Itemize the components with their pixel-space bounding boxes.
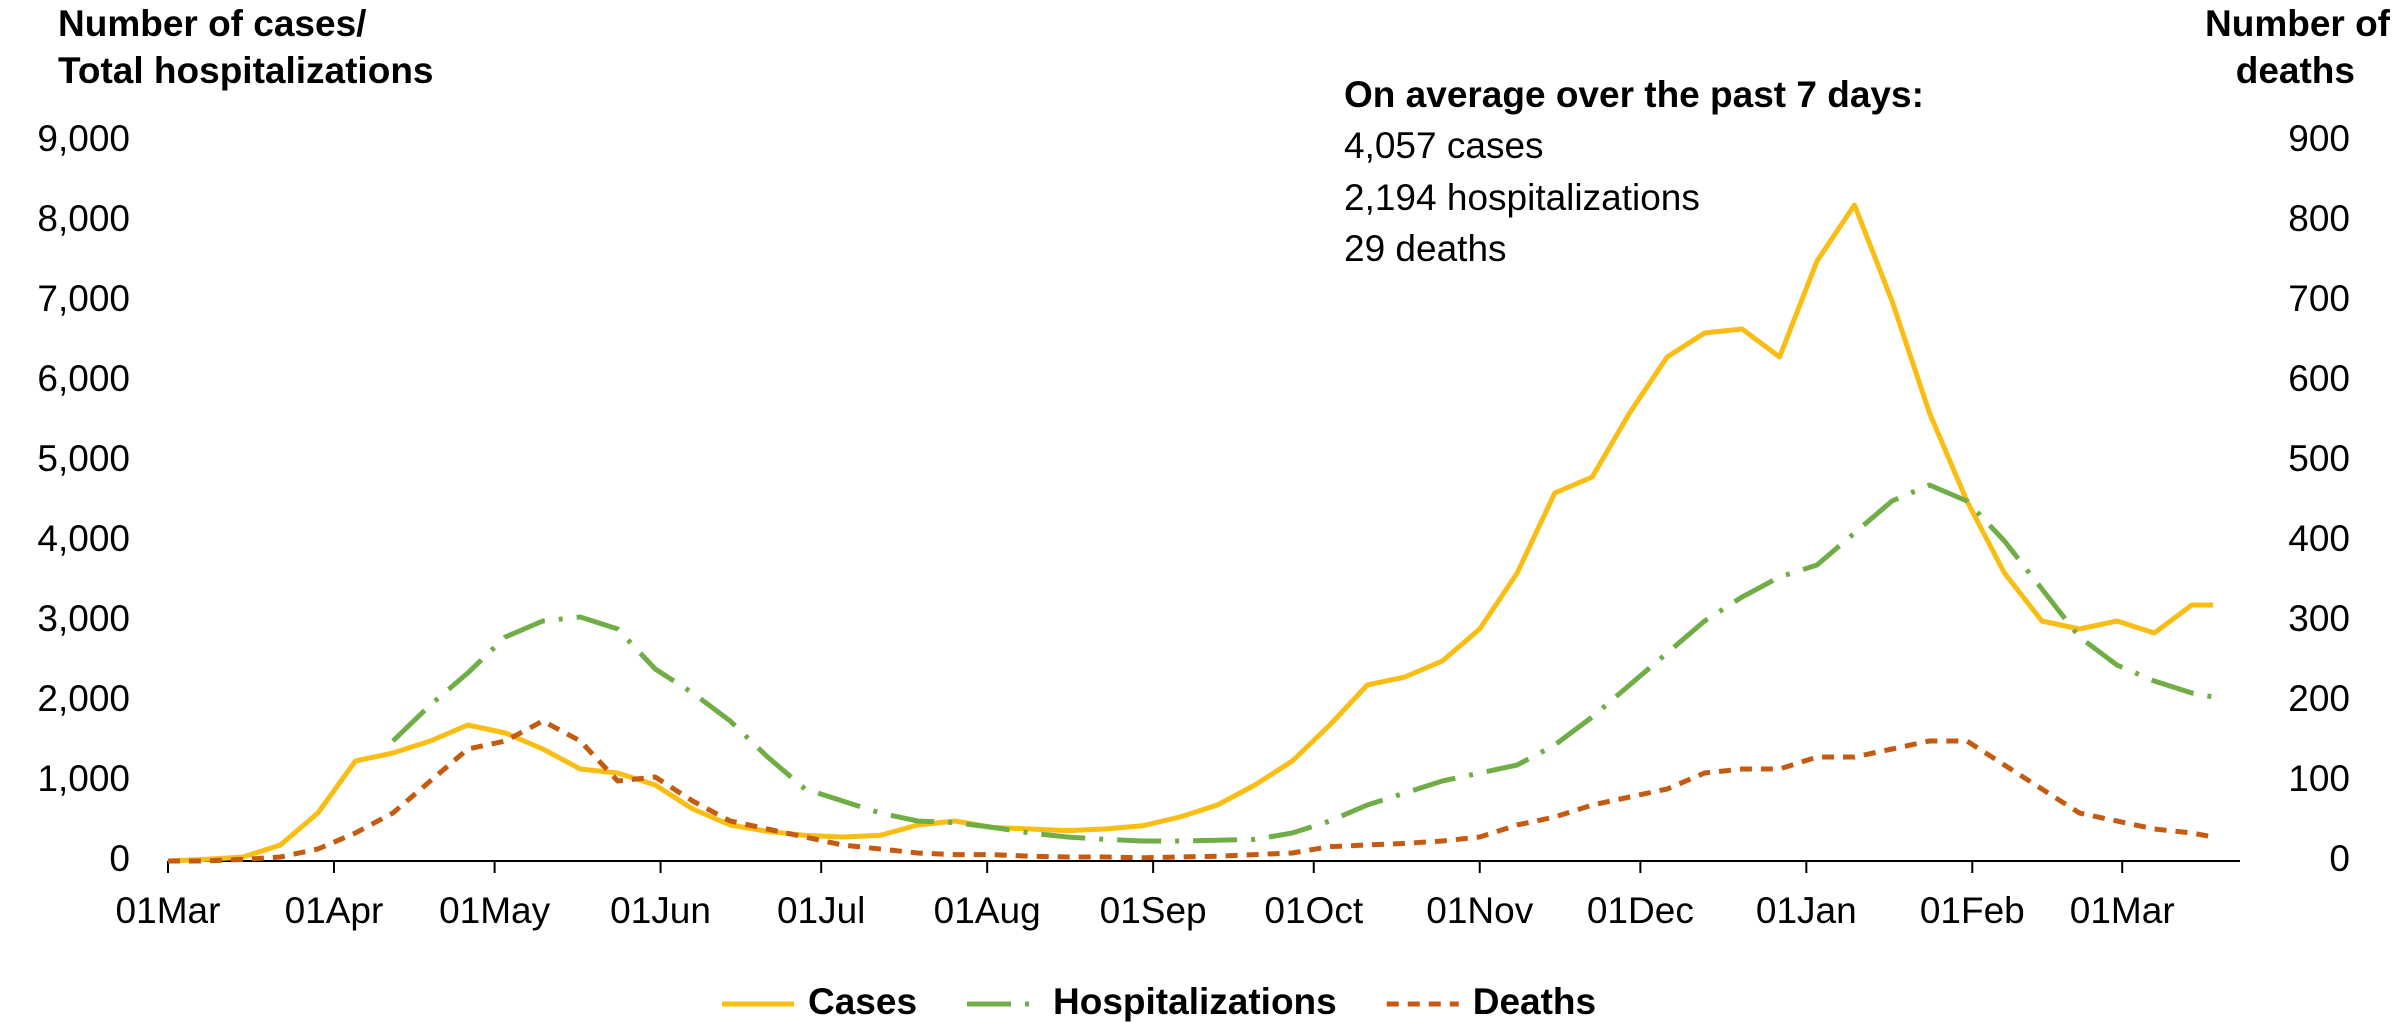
legend-label: Cases <box>808 981 917 1022</box>
y2-tick-label: 600 <box>2288 358 2350 399</box>
y-tick-label: 8,000 <box>37 198 130 239</box>
y-tick-label: 1,000 <box>37 758 130 799</box>
y2-tick-label: 0 <box>2329 838 2350 879</box>
y2-tick-label: 200 <box>2288 678 2350 719</box>
x-tick-label: 01Jul <box>777 890 865 931</box>
y2-tick-label: 900 <box>2288 118 2350 159</box>
y-tick-label: 0 <box>109 838 130 879</box>
x-tick-label: 01Oct <box>1264 890 1363 931</box>
x-tick-label: 01Apr <box>285 890 384 931</box>
y2-tick-label: 400 <box>2288 518 2350 559</box>
y-tick-label: 6,000 <box>37 358 130 399</box>
y2-tick-label: 800 <box>2288 198 2350 239</box>
y2-tick-label: 500 <box>2288 438 2350 479</box>
x-tick-label: 01Mar <box>2070 890 2175 931</box>
annotation: On average over the past 7 days: <box>1344 74 1924 115</box>
y-tick-label: 3,000 <box>37 598 130 639</box>
series-line <box>167 202 2214 864</box>
x-tick-label: 01Sep <box>1100 890 1207 931</box>
series-line <box>168 718 2214 864</box>
y2-tick-label: 700 <box>2288 278 2350 319</box>
x-tick-label: 01May <box>439 890 551 931</box>
y2-axis-title: deaths <box>2236 50 2355 91</box>
legend-label: Deaths <box>1473 981 1596 1022</box>
y2-tick-label: 300 <box>2288 598 2350 639</box>
x-tick-label: 01Mar <box>116 890 221 931</box>
x-tick-label: 01Feb <box>1920 890 2025 931</box>
x-tick-label: 01Dec <box>1587 890 1694 931</box>
x-tick-label: 01Jan <box>1756 890 1857 931</box>
annotation: 29 deaths <box>1344 228 1507 269</box>
x-tick-label: 01Jun <box>610 890 711 931</box>
x-tick-label: 01Nov <box>1426 890 1533 931</box>
x-tick-label: 01Aug <box>934 890 1041 931</box>
y-tick-label: 5,000 <box>37 438 130 479</box>
y-tick-label: 2,000 <box>37 678 130 719</box>
y2-axis-title: Number of <box>2205 3 2391 44</box>
y-axis-title: Number of cases/ <box>58 3 366 44</box>
y2-tick-label: 100 <box>2288 758 2350 799</box>
legend-label: Hospitalizations <box>1053 981 1337 1022</box>
y-tick-label: 7,000 <box>37 278 130 319</box>
annotation: 4,057 cases <box>1344 125 1544 166</box>
y-tick-label: 9,000 <box>37 118 130 159</box>
y-tick-label: 4,000 <box>37 518 130 559</box>
annotation: 2,194 hospitalizations <box>1344 177 1700 218</box>
series-line <box>391 482 2214 844</box>
y-axis-title: Total hospitalizations <box>58 50 434 91</box>
